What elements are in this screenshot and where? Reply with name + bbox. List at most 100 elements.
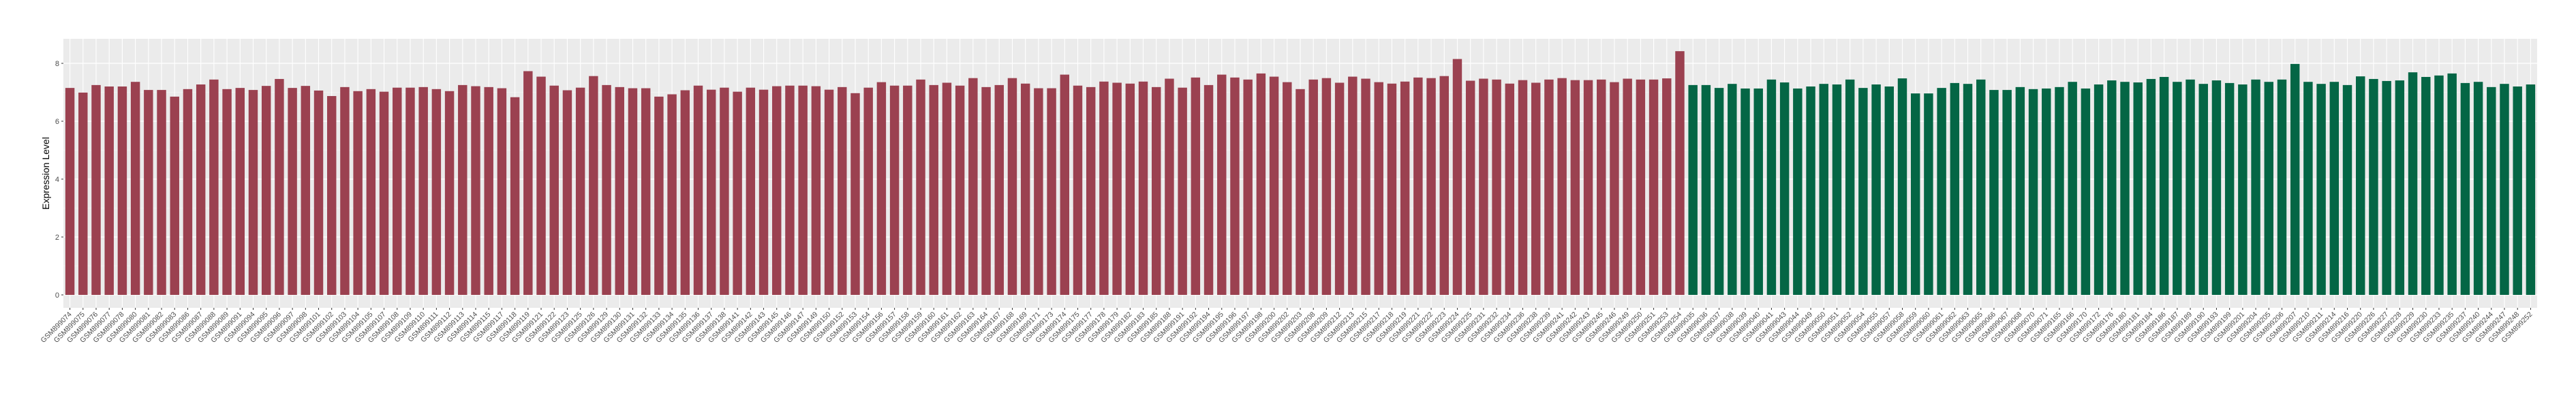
bar [1793,88,1803,295]
bar [1217,74,1227,295]
bar [183,89,193,295]
bar [1505,83,1515,295]
bar [1950,82,1960,296]
bar [1610,82,1619,295]
bar [916,79,925,296]
bar [196,84,206,296]
bar [2068,82,2077,295]
bar [1020,83,1030,295]
bar [1178,87,1187,295]
bar [1099,81,1109,296]
bar [209,79,219,296]
bar [235,88,245,295]
bar [2173,82,2182,295]
bar [1112,82,1122,295]
bar [536,76,546,296]
bar [2238,84,2248,296]
bar [2094,84,2104,296]
bar [471,86,480,295]
bar [2251,79,2260,296]
bar [1321,78,1332,296]
bar [1753,88,1763,295]
bar [248,90,258,295]
bar [366,89,376,295]
bar [863,87,873,295]
bar [1714,88,1724,295]
bar [1426,78,1436,296]
bar [1910,93,1920,295]
x-axis: GSM899074GSM899075GSM899076GSM899077GSM8… [40,308,2534,345]
bar [981,86,991,295]
bar [2460,82,2470,296]
bar [1989,90,1999,295]
bar [1348,76,1358,296]
bar [1256,73,1266,295]
bar [78,92,88,296]
bar [170,96,179,295]
bar [1884,86,1895,295]
bar [746,87,756,295]
bar [706,89,716,296]
bar [838,86,847,295]
bar [1125,83,1135,295]
bar [1230,77,1240,295]
bar [2395,80,2405,295]
bar [785,85,795,295]
bar [1243,79,1253,296]
bar [2159,76,2169,295]
bar [2355,76,2365,295]
bar [1871,84,1881,296]
bar [1452,59,1462,295]
bar [1845,79,1855,296]
bar [720,87,729,295]
bar [824,89,834,296]
bar [1570,80,1580,296]
bar [929,84,938,295]
bar [2473,82,2483,295]
bar [1492,79,1501,296]
bar [117,86,127,295]
bar [379,91,389,295]
bar [510,97,520,295]
bar [1269,76,1279,296]
bar [2487,86,2496,295]
bar [288,88,297,295]
bar [1034,88,1043,296]
bar [1963,84,1973,296]
bar [1138,81,1148,296]
bar [418,86,428,295]
bar [2120,82,2130,295]
bar [2133,82,2143,296]
bar [91,84,101,295]
bar [589,76,598,295]
bar [2500,84,2509,296]
bar [876,82,887,295]
bar [2329,82,2340,295]
bar [1583,80,1593,296]
bar [393,87,402,295]
bar [327,96,337,295]
bar [2028,89,2038,295]
bar [1688,84,1698,295]
bar [1165,78,1174,296]
bar [1374,82,1383,295]
bar [1152,86,1161,295]
bar [405,87,415,295]
bar [2382,80,2391,296]
bar [1203,84,1214,295]
bar [1741,88,1750,295]
bar [1308,79,1318,296]
bar [1060,74,1070,295]
bar [1819,84,1828,296]
bar [903,85,913,295]
bar [1007,78,1017,296]
bar [1924,93,1933,295]
bar [2055,86,2064,295]
bar [222,89,232,295]
y-tick-label: 6 [55,118,59,126]
bar [602,84,611,295]
bar [1465,80,1475,295]
bar [458,84,467,295]
bar [1832,84,1842,296]
y-tick-label: 2 [55,234,59,242]
